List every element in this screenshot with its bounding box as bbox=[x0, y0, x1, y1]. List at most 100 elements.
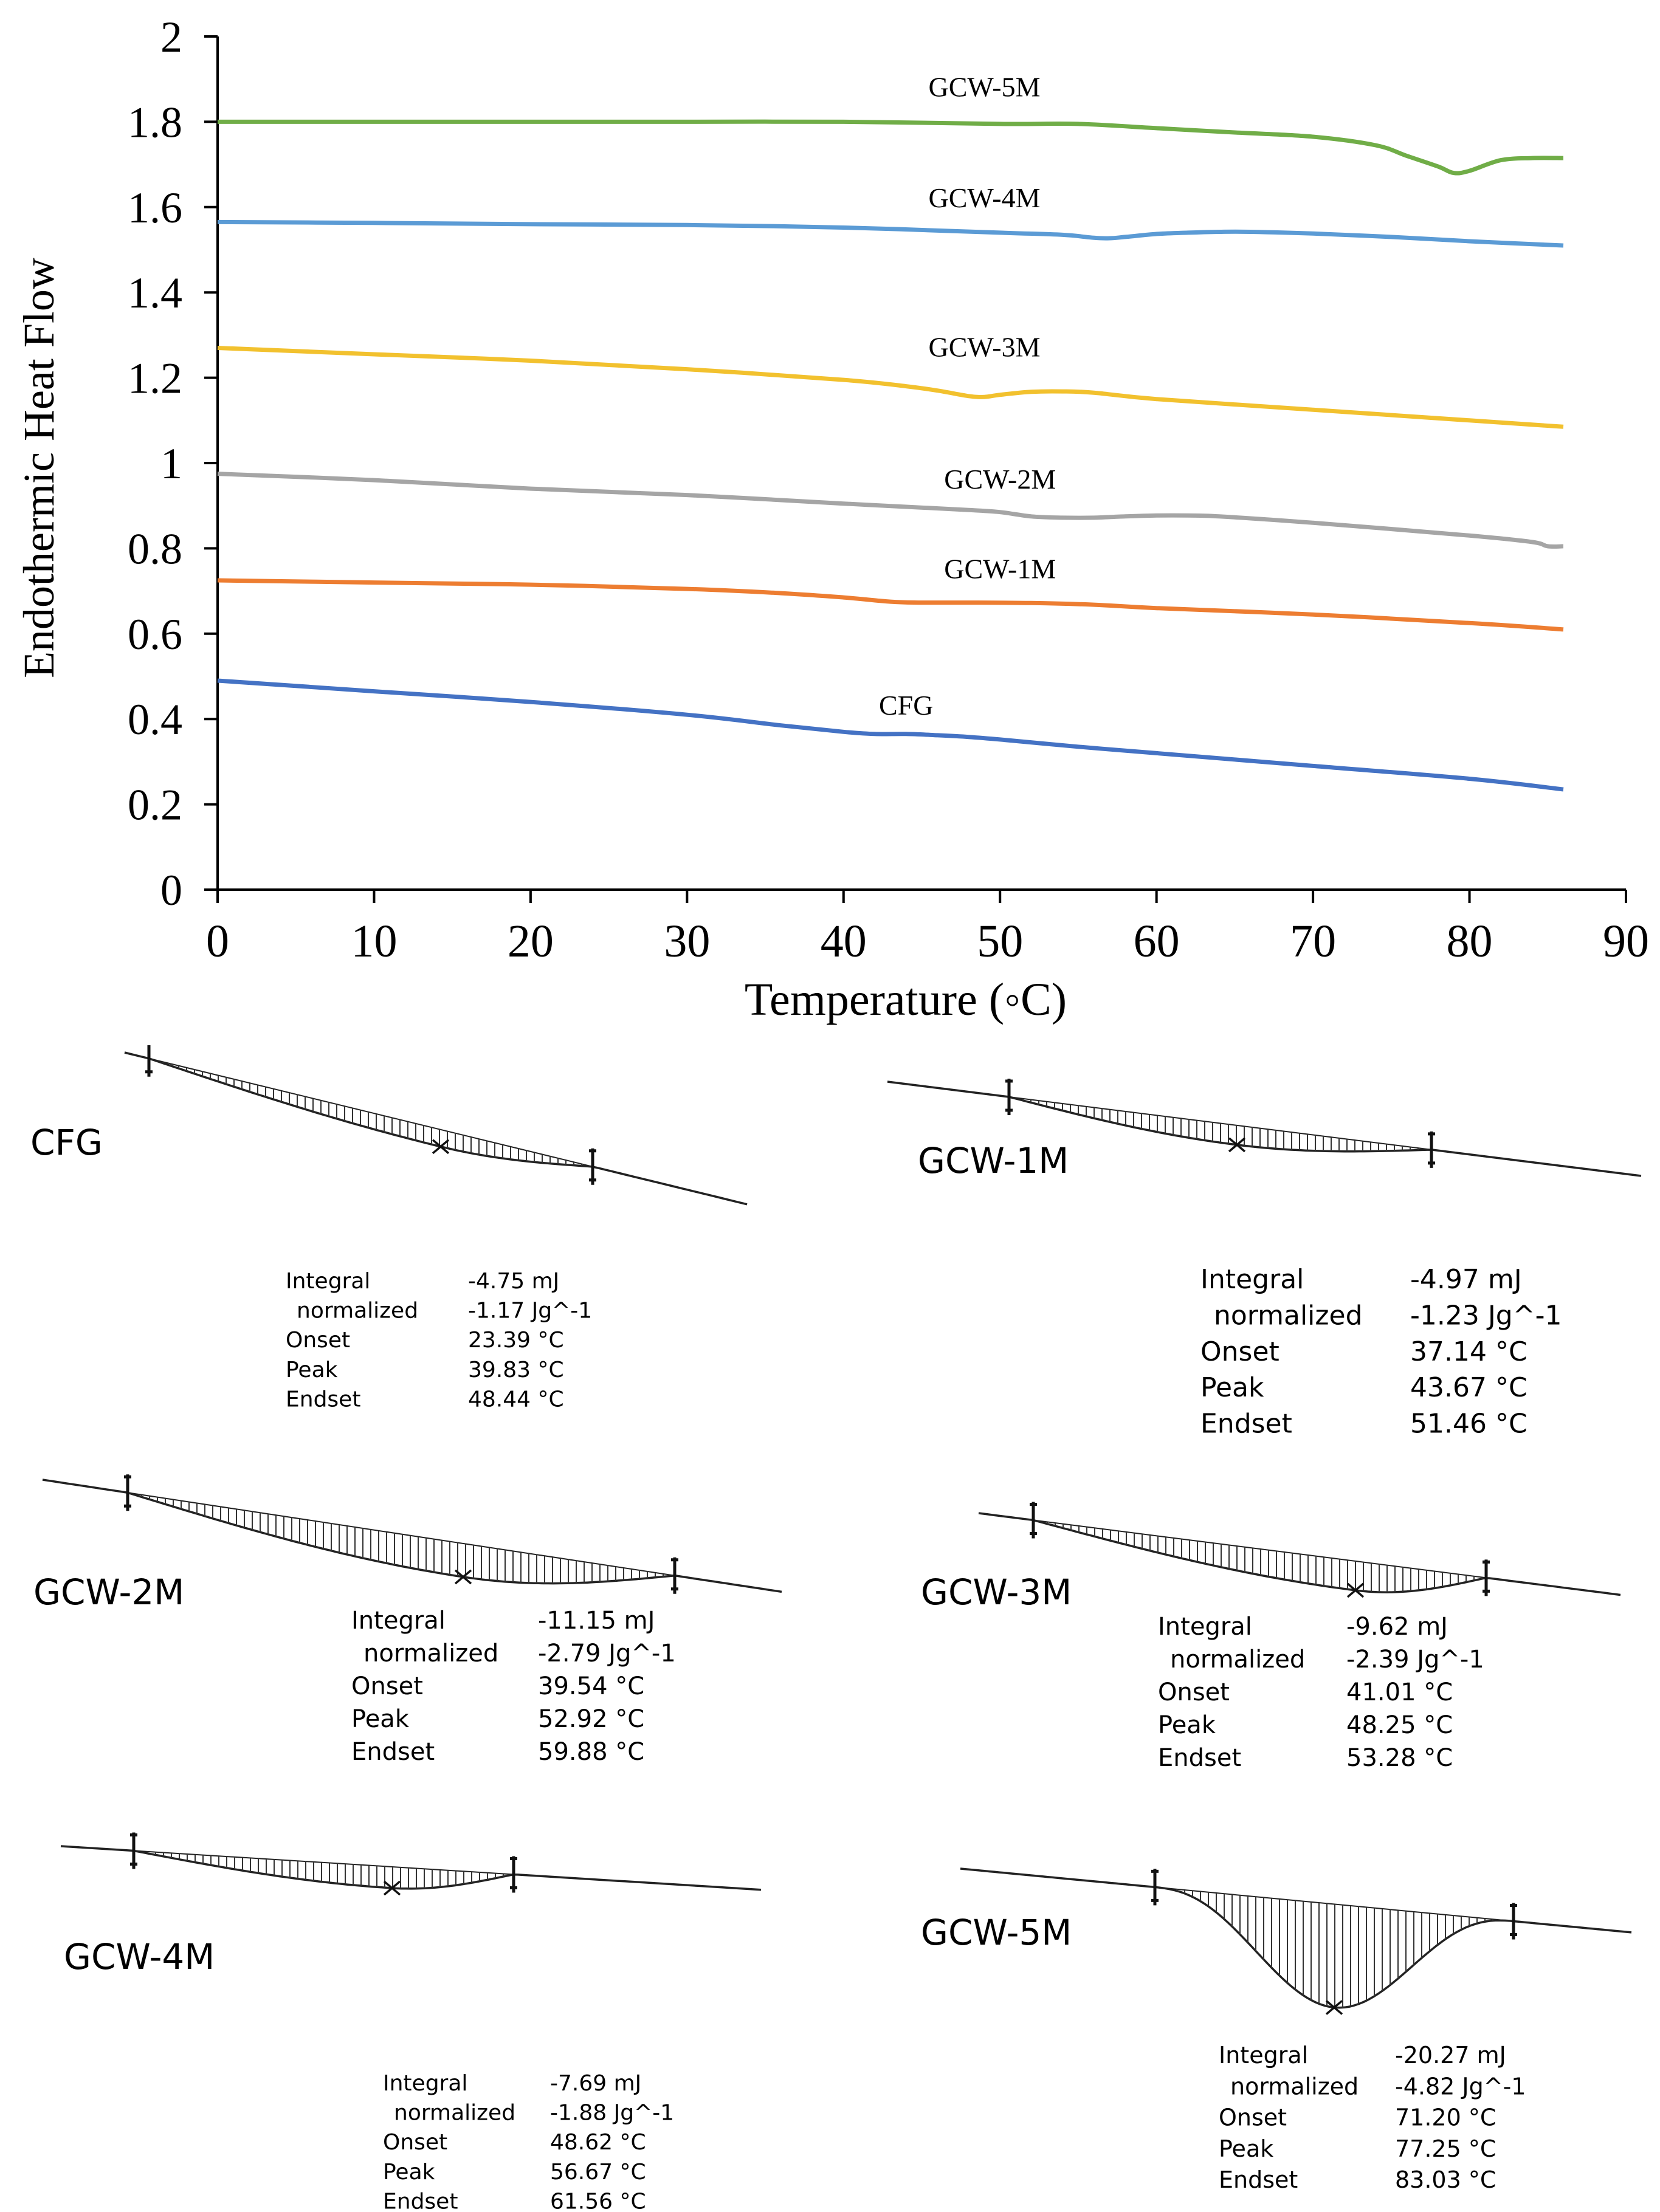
result-label-endset: Endset bbox=[286, 1387, 360, 1412]
result-label-integral: Integral bbox=[1219, 2042, 1308, 2069]
heat-flow-line-chart: 00.20.40.60.811.21.41.61.820 10 20 30 40 50 60… bbox=[15, 13, 1649, 1025]
series-label-gcw-2m: GCW-2M bbox=[944, 464, 1056, 495]
panel-gcw-1m bbox=[887, 1079, 1642, 1177]
result-label-peak: Peak bbox=[1219, 2135, 1273, 2162]
result-label-normalized: normalized bbox=[297, 1299, 418, 1324]
limit-marker bbox=[1030, 1502, 1037, 1539]
result-label-peak: Peak bbox=[286, 1358, 338, 1382]
panel-label: CFG bbox=[30, 1122, 103, 1163]
result-value-onset: 37.14 °C bbox=[1410, 1336, 1527, 1367]
peak-hatching bbox=[1047, 1522, 1483, 1593]
result-value-integral: -4.75 mJ bbox=[468, 1269, 559, 1294]
result-value-normalized: -1.23 Jg^-1 bbox=[1410, 1300, 1562, 1331]
panel-gcw-5m bbox=[960, 1867, 1632, 2015]
integration-baseline bbox=[127, 1492, 675, 1576]
peak-cross bbox=[383, 1880, 401, 1896]
series-label-gcw-4m: GCW-4M bbox=[928, 182, 1040, 213]
thermogram-curve bbox=[60, 1845, 762, 1891]
peak-hatching bbox=[147, 1851, 504, 1889]
y-tick-label: 2 bbox=[160, 13, 182, 61]
series-line-cfg bbox=[217, 678, 1564, 792]
chart-axes: 00.20.40.60.811.21.41.61.820 10 20 30 40 50 60… bbox=[128, 13, 1649, 967]
result-label-peak: Peak bbox=[1200, 1372, 1264, 1403]
x-tick-label: 20 bbox=[508, 916, 554, 967]
result-value-normalized: -4.82 Jg^-1 bbox=[1395, 2073, 1526, 2100]
result-value-endset: 83.03 °C bbox=[1395, 2166, 1496, 2193]
result-value-endset: 51.46 °C bbox=[1410, 1409, 1527, 1440]
result-value-integral: -20.27 mJ bbox=[1395, 2042, 1506, 2069]
result-label-normalized: normalized bbox=[363, 1640, 498, 1668]
result-value-integral: -9.62 mJ bbox=[1346, 1613, 1448, 1641]
result-value-peak: 56.67 °C bbox=[550, 2160, 646, 2185]
limit-marker bbox=[510, 1856, 517, 1893]
panel-label: GCW-4M bbox=[64, 1936, 215, 1977]
thermogram-curve bbox=[960, 1867, 1632, 2009]
y-tick-label: 0.6 bbox=[128, 610, 182, 659]
result-value-onset: 48.62 °C bbox=[550, 2130, 646, 2155]
limit-marker bbox=[1510, 1903, 1517, 1940]
x-tick-label: 30 bbox=[664, 916, 710, 967]
series-line-gcw-2m bbox=[217, 472, 1564, 549]
panel-gcw-2m bbox=[42, 1474, 782, 1594]
result-value-peak: 48.25 °C bbox=[1346, 1711, 1453, 1739]
limit-marker bbox=[130, 1832, 137, 1869]
series-label-cfg: CFG bbox=[879, 690, 933, 721]
panel-cfg bbox=[124, 1045, 748, 1206]
y-tick-label: 1.4 bbox=[128, 269, 182, 317]
result-label-normalized: normalized bbox=[1170, 1646, 1305, 1674]
series-label-gcw-5m: GCW-5M bbox=[928, 71, 1040, 102]
result-value-integral: -7.69 mJ bbox=[550, 2071, 641, 2096]
x-tick-label: 0 bbox=[206, 916, 229, 967]
result-label-integral: Integral bbox=[1158, 1613, 1252, 1641]
limit-marker bbox=[145, 1045, 153, 1077]
result-label-peak: Peak bbox=[351, 1705, 410, 1733]
integration-baseline bbox=[1033, 1519, 1487, 1579]
peak-cross bbox=[454, 1569, 472, 1585]
panel-label: GCW-1M bbox=[918, 1140, 1069, 1181]
result-value-peak: 52.92 °C bbox=[538, 1705, 644, 1733]
peak-cross bbox=[1346, 1582, 1365, 1598]
y-tick-label: 1.8 bbox=[128, 98, 182, 146]
result-label-integral: Integral bbox=[351, 1607, 446, 1635]
result-label-onset: Onset bbox=[1219, 2104, 1287, 2131]
integration-baseline bbox=[148, 1057, 593, 1167]
limit-marker bbox=[589, 1148, 596, 1185]
limit-marker bbox=[1151, 1869, 1159, 1906]
result-value-integral: -4.97 mJ bbox=[1410, 1264, 1522, 1295]
panel-label: GCW-2M bbox=[33, 1571, 184, 1613]
x-tick-label: 90 bbox=[1603, 916, 1649, 967]
result-label-onset: Onset bbox=[1158, 1678, 1230, 1706]
result-value-endset: 48.44 °C bbox=[468, 1387, 564, 1412]
result-label-integral: Integral bbox=[1200, 1264, 1304, 1295]
y-tick-label: 1.6 bbox=[128, 184, 182, 232]
result-label-normalized: normalized bbox=[1214, 1300, 1363, 1331]
peak-hatching bbox=[1022, 1098, 1419, 1152]
panel-gcw-4m bbox=[60, 1832, 762, 1896]
x-tick-label: 60 bbox=[1134, 916, 1180, 967]
result-value-endset: 61.56 °C bbox=[550, 2189, 646, 2212]
y-tick-label: 0.2 bbox=[128, 781, 182, 829]
x-tick-label: 10 bbox=[351, 916, 397, 967]
x-tick-label: 40 bbox=[821, 916, 867, 967]
y-tick-label: 0.8 bbox=[128, 524, 182, 573]
result-label-endset: Endset bbox=[1219, 2166, 1298, 2193]
result-value-onset: 71.20 °C bbox=[1395, 2104, 1496, 2131]
result-value-normalized: -2.39 Jg^-1 bbox=[1346, 1646, 1484, 1674]
result-label-peak: Peak bbox=[1158, 1711, 1216, 1739]
series-line-gcw-4m bbox=[217, 219, 1564, 248]
result-label-integral: Integral bbox=[383, 2071, 467, 2096]
result-value-normalized: -2.79 Jg^-1 bbox=[538, 1640, 676, 1668]
series-line-gcw-3m bbox=[217, 346, 1564, 429]
series-label-gcw-3m: GCW-3M bbox=[928, 332, 1040, 363]
x-tick-label: 50 bbox=[977, 916, 1023, 967]
limit-marker bbox=[1005, 1079, 1013, 1115]
result-value-endset: 59.88 °C bbox=[538, 1738, 644, 1766]
result-label-onset: Onset bbox=[351, 1672, 423, 1700]
integration-baseline bbox=[133, 1850, 514, 1875]
result-value-onset: 41.01 °C bbox=[1346, 1678, 1453, 1706]
x-tick-label: 80 bbox=[1447, 916, 1493, 967]
thermogram-curve bbox=[42, 1479, 782, 1593]
series-line-gcw-5m bbox=[218, 119, 1564, 176]
result-label-onset: Onset bbox=[286, 1328, 350, 1353]
y-tick-label: 1 bbox=[160, 439, 182, 488]
